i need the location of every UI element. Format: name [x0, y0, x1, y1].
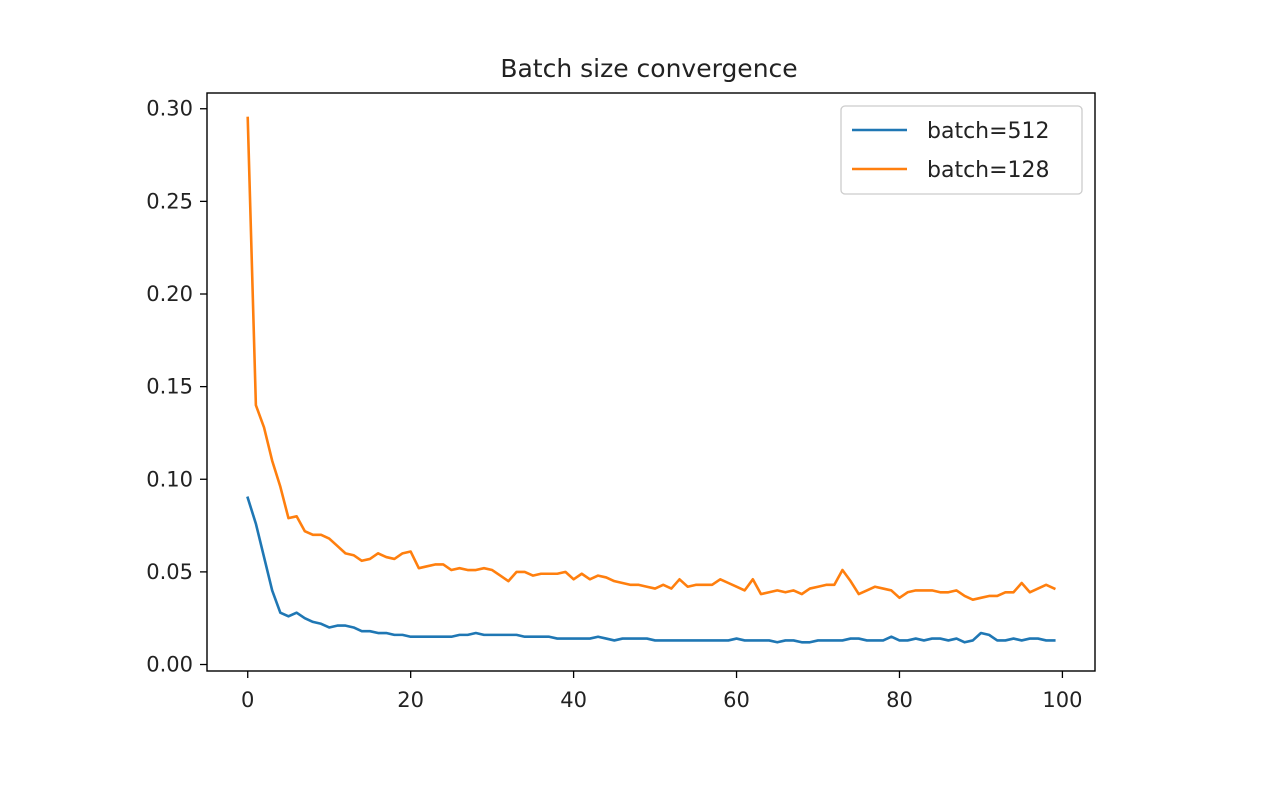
- axes: 0 20 40 60 80 100 0.00 0.05 0.10 0.15 0.20 0.25 0.30: [146, 92, 1096, 712]
- series-line-1: [246, 116, 1056, 601]
- y-tick-label: 0.30: [146, 97, 193, 121]
- legend-box: [840, 105, 1083, 195]
- x-tick-label: 20: [397, 688, 424, 712]
- legend: batch=512 batch=128: [840, 105, 1083, 195]
- chart-title: Batch size convergence: [500, 54, 797, 83]
- x-tick-label: 40: [560, 688, 587, 712]
- y-tick-label: 0.10: [146, 467, 193, 491]
- x-tick-label: 60: [723, 688, 750, 712]
- x-tick-label: 0: [241, 688, 254, 712]
- x-tick-label: 80: [886, 688, 913, 712]
- legend-label: batch=512: [927, 119, 1050, 144]
- series-line-0: [246, 496, 1056, 644]
- x-tick-label: 100: [1042, 688, 1082, 712]
- y-tick-label: 0.05: [146, 560, 193, 584]
- y-tick-label: 0.20: [146, 282, 193, 306]
- plot-area: [246, 116, 1056, 644]
- axes-frame: [206, 92, 1096, 672]
- y-tick-label: 0.00: [146, 653, 193, 677]
- y-tick-label: 0.15: [146, 375, 193, 399]
- legend-label: batch=128: [927, 158, 1050, 183]
- y-tick-label: 0.25: [146, 189, 193, 213]
